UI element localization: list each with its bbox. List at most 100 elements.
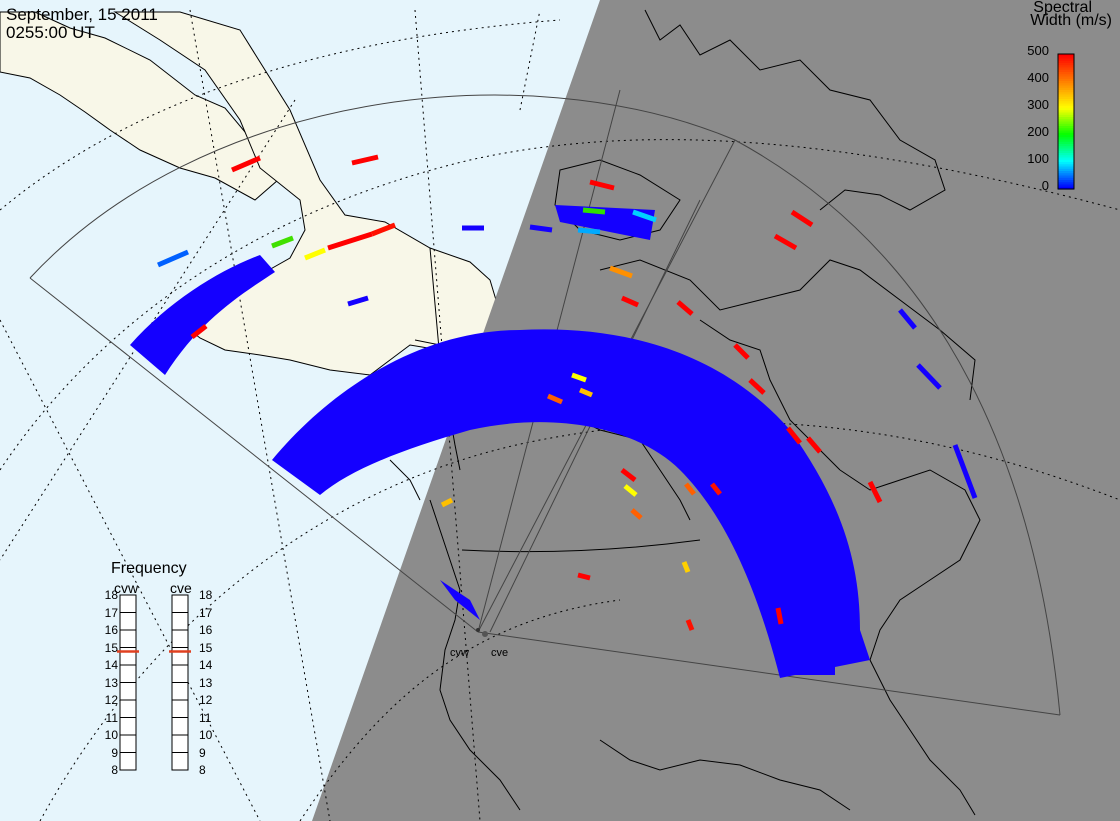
frequency-scale-right: 14 — [199, 658, 213, 672]
coastlines — [389, 9, 981, 816]
frequency-scale-left: 8 — [111, 763, 118, 777]
colorbar-swatch — [1058, 146, 1074, 150]
colorbar-swatch — [1058, 130, 1074, 134]
colorbar-swatch — [1058, 96, 1074, 100]
frequency-title: Frequency — [111, 560, 187, 577]
colorbar-swatch — [1058, 123, 1074, 127]
frequency-gauges — [117, 594, 191, 771]
colorbar-swatch — [1058, 144, 1074, 147]
colorbar-swatch — [1058, 184, 1074, 188]
colorbar-swatch — [1058, 135, 1074, 138]
colorbar — [1057, 53, 1075, 190]
frequency-label-cve: cve — [170, 580, 192, 596]
frequency-scale-left: 11 — [105, 710, 118, 725]
colorbar-swatch — [1058, 157, 1074, 161]
colorbar-swatch — [1058, 85, 1074, 89]
frequency-scale-left: 17 — [104, 605, 118, 620]
colorbar-swatch — [1058, 99, 1074, 102]
colorbar-swatch — [1058, 159, 1074, 163]
frequency-label-cvw: cvw — [114, 580, 139, 596]
colorbar-swatch — [1058, 177, 1074, 181]
colorbar-swatch — [1058, 141, 1074, 145]
colorbar-swatch — [1058, 67, 1074, 71]
colorbar-swatch — [1058, 173, 1074, 177]
colorbar-swatch — [1058, 76, 1074, 80]
colorbar-swatch — [1058, 153, 1074, 156]
frequency-scale-left: 12 — [104, 693, 118, 707]
colorbar-swatch — [1058, 139, 1074, 143]
colorbar-swatch — [1058, 112, 1074, 116]
frequency-scale-right: 8 — [199, 763, 206, 777]
frequency-scale-left: 13 — [104, 675, 118, 690]
colorbar-swatch — [1058, 78, 1074, 82]
colorbar-swatch — [1058, 63, 1074, 66]
frequency-scale-right: 9 — [199, 745, 206, 760]
colorbar-swatch — [1058, 132, 1074, 136]
colorbar-swatch — [1058, 166, 1074, 170]
colorbar-swatch — [1058, 56, 1074, 60]
colorbar-swatch — [1058, 186, 1074, 190]
colorbar-swatch — [1058, 182, 1074, 186]
radar-sites — [476, 628, 488, 637]
frequency-scale-right: 15 — [199, 640, 213, 655]
colorbar-title-line2: Width (m/s) — [1030, 12, 1112, 29]
range-cells — [157, 154, 978, 631]
colorbar-swatch — [1058, 114, 1074, 118]
frequency-scale-right: 18 — [199, 588, 213, 602]
colorbar-swatch — [1058, 119, 1074, 123]
frequency-scale-left: 9 — [111, 745, 118, 760]
frequency-scale-left: 10 — [104, 728, 118, 742]
frequency-scale-right: 13 — [199, 675, 213, 690]
frequency-scale-right: 12 — [199, 693, 213, 707]
frequency-scale-left: 15 — [104, 640, 118, 655]
colorbar-swatch — [1058, 54, 1074, 57]
colorbar-swatch — [1058, 150, 1074, 154]
colorbar-swatch — [1058, 171, 1074, 174]
colorbar-swatch — [1058, 81, 1074, 84]
colorbar-swatch — [1058, 58, 1074, 62]
radar-label-cvw: cvw — [450, 647, 469, 659]
colorbar-swatch — [1058, 137, 1074, 141]
colorbar-frame — [1057, 53, 1075, 190]
colorbar-swatch — [1058, 110, 1074, 114]
frequency-scale-right: 10 — [199, 728, 213, 742]
colorbar-swatch — [1058, 108, 1074, 111]
colorbar-swatch — [1058, 65, 1074, 69]
colorbar-swatch — [1058, 69, 1074, 73]
lat-lon-grid — [0, 9, 1120, 821]
frequency-scale-right: 16 — [199, 623, 213, 637]
colorbar-swatch — [1058, 94, 1074, 98]
frequency-scale-right: 17 — [199, 605, 213, 620]
colorbar-swatch — [1058, 87, 1074, 91]
frequency-scale-left: 18 — [104, 588, 118, 602]
colorbar-swatch — [1058, 74, 1074, 78]
colorbar-title-line1: Spectral — [1033, 0, 1092, 16]
colorbar-swatch — [1058, 103, 1074, 107]
colorbar-swatch — [1058, 92, 1074, 96]
colorbar-swatch — [1058, 117, 1074, 120]
colorbar-tick-100: 100 — [1027, 151, 1049, 166]
colorbar-swatch — [1058, 105, 1074, 109]
frequency-scale-right: 11 — [199, 710, 212, 725]
colorbar-swatch — [1058, 90, 1074, 93]
colorbar-swatch — [1058, 164, 1074, 168]
frequency-scale-left: 16 — [104, 623, 118, 637]
colorbar-swatch — [1058, 175, 1074, 179]
colorbar-swatch — [1058, 83, 1074, 87]
colorbar-swatch — [1058, 60, 1074, 64]
colorbar-swatch — [1058, 180, 1074, 183]
colorbar-swatch — [1058, 162, 1074, 165]
colorbar-tick-200: 200 — [1027, 124, 1049, 139]
colorbar-tick-0: 0 — [1041, 178, 1049, 193]
colorbar-swatch — [1058, 168, 1074, 172]
colorbar-swatch — [1058, 72, 1074, 75]
daylight-landmass — [0, 11, 506, 376]
colorbar-swatch — [1058, 128, 1074, 132]
frequency-scale-left: 14 — [104, 658, 118, 672]
colorbar-tick-300: 300 — [1027, 97, 1049, 112]
radar-label-cve: cve — [491, 647, 509, 659]
date-label: September, 15 2011 — [6, 5, 158, 24]
colorbar-tick-500: 500 — [1027, 43, 1049, 58]
